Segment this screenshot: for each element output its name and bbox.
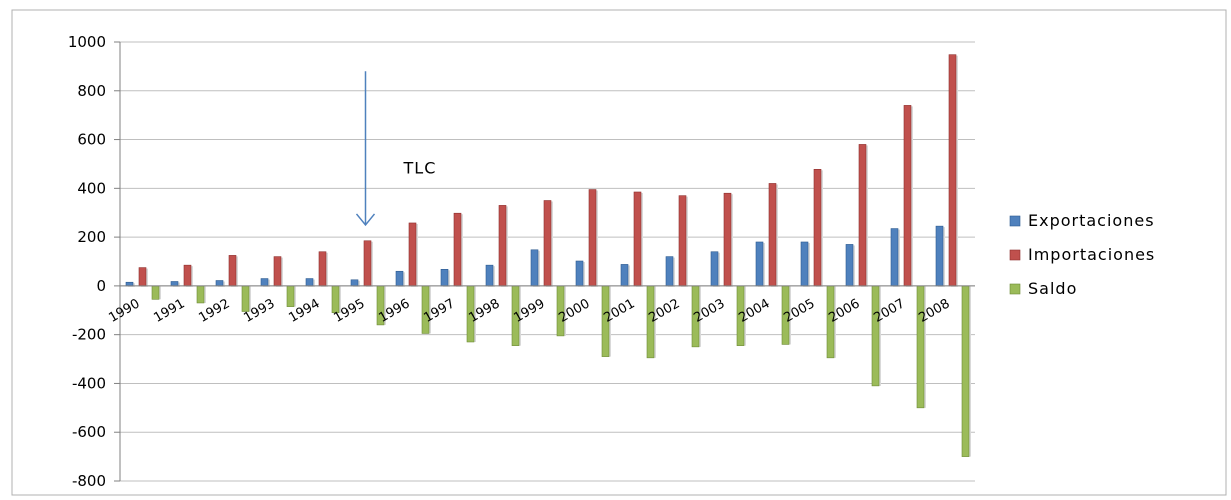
y-tick-label: 0 bbox=[96, 277, 106, 295]
bar-exportaciones-1993 bbox=[260, 278, 269, 287]
y-tick-label: -800 bbox=[72, 472, 106, 490]
bar-exportaciones-1990 bbox=[125, 281, 134, 287]
bars bbox=[125, 54, 971, 457]
bar-exportaciones-1997 bbox=[440, 269, 449, 287]
bar-saldo-2007 bbox=[916, 285, 925, 409]
bar-exportaciones-1998 bbox=[485, 264, 494, 287]
bar-saldo-1992 bbox=[241, 285, 250, 312]
y-tick-label: 600 bbox=[77, 131, 106, 149]
bar-importaciones-2004 bbox=[768, 183, 777, 287]
axes bbox=[119, 42, 975, 481]
bar-importaciones-1992 bbox=[228, 255, 237, 287]
bar-importaciones-2005 bbox=[813, 169, 822, 287]
bar-exportaciones-2005 bbox=[800, 241, 809, 287]
bar-importaciones-2006 bbox=[858, 144, 867, 287]
y-tick-label: -600 bbox=[72, 423, 106, 441]
bar-importaciones-2002 bbox=[678, 195, 687, 287]
annotation-label: TLC bbox=[403, 158, 437, 177]
annotation-arrow-head bbox=[355, 213, 376, 227]
bar-saldo-1991 bbox=[196, 285, 205, 304]
bar-importaciones-2001 bbox=[633, 191, 642, 287]
y-tick-label: 800 bbox=[77, 82, 106, 100]
bar-saldo-1990 bbox=[151, 285, 160, 300]
bar-exportaciones-2002 bbox=[665, 256, 674, 287]
bar-exportaciones-2001 bbox=[620, 264, 629, 287]
bar-exportaciones-2008 bbox=[935, 225, 944, 287]
legend-swatch-importaciones bbox=[1009, 249, 1021, 261]
bar-importaciones-1994 bbox=[318, 251, 327, 287]
bar-exportaciones-1999 bbox=[530, 249, 539, 287]
y-tick-label: -200 bbox=[72, 326, 106, 344]
y-tick-label: 400 bbox=[77, 179, 106, 197]
y-tick-label: 200 bbox=[77, 228, 106, 246]
bar-importaciones-2008 bbox=[948, 54, 957, 287]
legend-label-importaciones: Importaciones bbox=[1028, 245, 1155, 264]
bar-exportaciones-1992 bbox=[215, 280, 224, 287]
bar-exportaciones-2006 bbox=[845, 244, 854, 287]
bar-importaciones-2003 bbox=[723, 192, 732, 287]
bar-exportaciones-1994 bbox=[305, 278, 314, 287]
bar-saldo-1993 bbox=[286, 285, 295, 307]
bar-importaciones-1990 bbox=[138, 267, 147, 287]
bar-importaciones-2000 bbox=[588, 189, 597, 287]
y-tick-label: -400 bbox=[72, 374, 106, 392]
bar-exportaciones-1991 bbox=[170, 281, 179, 287]
legend-swatch-exportaciones bbox=[1009, 215, 1021, 227]
bar-exportaciones-2003 bbox=[710, 251, 719, 287]
y-axis-ticks: 1000 800 600 400 200 0 -200 -400 -600 -800 bbox=[68, 33, 120, 490]
bar-importaciones-1993 bbox=[273, 256, 282, 287]
bar-saldo-2006 bbox=[871, 285, 880, 387]
bar-importaciones-1991 bbox=[183, 264, 192, 287]
bar-importaciones-2007 bbox=[903, 105, 912, 287]
bar-importaciones-1995 bbox=[363, 240, 372, 287]
legend-swatch-saldo bbox=[1009, 283, 1021, 295]
bar-importaciones-1996 bbox=[408, 222, 417, 287]
bar-exportaciones-2004 bbox=[755, 241, 764, 287]
legend-label-saldo: Saldo bbox=[1028, 279, 1077, 298]
legend-label-exportaciones: Exportaciones bbox=[1028, 211, 1155, 230]
bar-exportaciones-1996 bbox=[395, 270, 404, 287]
bar-saldo-2008 bbox=[961, 285, 970, 457]
bar-exportaciones-2000 bbox=[575, 260, 584, 287]
legend: Exportaciones Importaciones Saldo bbox=[1009, 211, 1155, 298]
bar-exportaciones-2007 bbox=[890, 228, 899, 287]
bar-importaciones-1999 bbox=[543, 200, 552, 287]
annotations: TLC bbox=[355, 71, 437, 227]
bar-importaciones-1998 bbox=[498, 205, 507, 287]
bar-exportaciones-1995 bbox=[350, 279, 359, 287]
y-tick-label: 1000 bbox=[68, 33, 106, 51]
bar-importaciones-1997 bbox=[453, 212, 462, 287]
